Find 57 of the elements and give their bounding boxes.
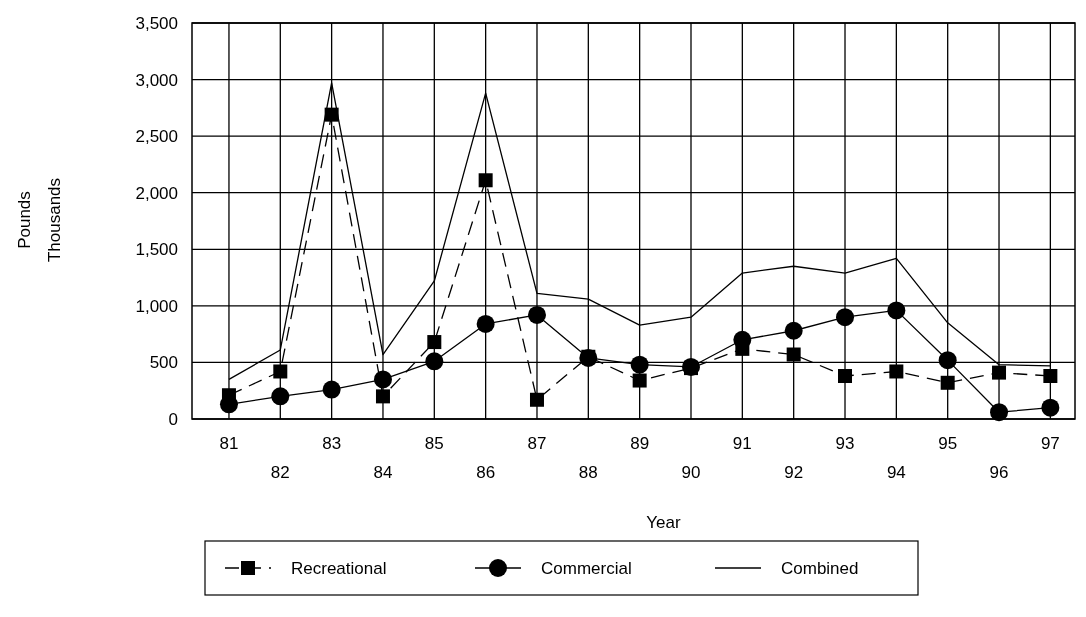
x-tick-label: 89 [630,434,650,453]
y-tick-label: 1,000 [135,296,178,316]
y-tick-label: 2,500 [135,127,178,147]
point [478,173,493,188]
x-tick-label: 83 [322,434,342,453]
point [425,352,444,371]
x-tick-label: 95 [938,434,958,453]
y-tick-label: 2,000 [135,183,178,203]
x-tick-label: 85 [424,434,444,453]
point [322,380,341,399]
point [940,375,955,390]
point [476,314,495,333]
point [990,403,1009,422]
y-tick-label: 500 [149,353,178,373]
point [887,301,906,320]
x-tick-label: 88 [578,463,598,482]
x-tick-label: 86 [476,463,496,482]
x-tick-label: 97 [1040,434,1060,453]
x-tick-label: 93 [835,434,855,453]
point [836,308,855,327]
x-tick-label: 94 [886,463,906,482]
point [838,369,853,384]
point [375,389,390,404]
point [938,351,957,370]
legend-label: Commercial [541,558,632,578]
y-tick-label: 0 [168,409,178,429]
y-tick-label: 3,000 [135,70,178,90]
x-axis-title: Year [646,513,682,532]
point [271,387,290,406]
y-tick-label: 1,500 [135,240,178,260]
x-tick-label: 87 [527,434,547,453]
point [529,392,544,407]
point [889,364,904,379]
x-tick-label: 91 [732,434,752,453]
x-tick-label: 84 [373,463,393,482]
y-tick-label: 3,500 [135,13,178,33]
point [1041,398,1060,417]
legend-label: Combined [781,558,859,578]
x-tick-label: 82 [270,463,290,482]
point [373,370,392,389]
point [1043,369,1058,384]
x-tick-label: 96 [989,463,1009,482]
point [527,305,546,324]
point [273,364,288,379]
point [632,373,647,388]
point [784,321,803,340]
point [786,347,801,362]
y-axis-title: Pounds Thousands [15,177,64,263]
point [630,355,649,374]
legend-label: Recreational [291,558,387,578]
x-tick-label: 81 [219,434,239,453]
point [684,361,698,376]
point [992,365,1007,380]
point [427,335,442,350]
x-tick-label: 90 [681,463,701,482]
point [324,107,339,122]
x-tick-label: 92 [784,463,804,482]
